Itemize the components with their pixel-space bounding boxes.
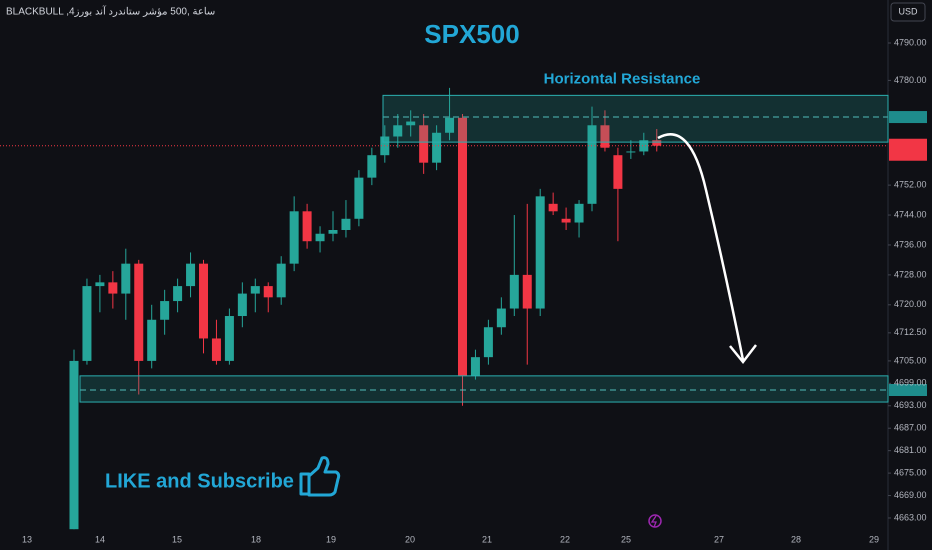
x-tick-label: 13 — [22, 534, 32, 544]
y-tick-label: 4675.00 — [894, 467, 927, 477]
currency-label[interactable]: USD — [898, 6, 918, 16]
y-tick-label: 4752.00 — [894, 179, 927, 189]
x-tick-label: 20 — [405, 534, 415, 544]
x-tick-label: 28 — [791, 534, 801, 544]
y-tick-label: 4681.00 — [894, 445, 927, 455]
level-tag — [889, 383, 927, 396]
x-tick-label: 19 — [326, 534, 336, 544]
y-tick-label: 4712.50 — [894, 327, 927, 337]
y-tick-label: 4790.00 — [894, 37, 927, 47]
y-tick-label: 4687.00 — [894, 423, 927, 433]
thumb-icon — [299, 456, 341, 497]
y-tick-label: 4720.00 — [894, 299, 927, 309]
last-price-tag — [889, 138, 927, 161]
y-tick-label: 4669.00 — [894, 490, 927, 500]
x-tick-label: 14 — [95, 534, 105, 544]
zone — [79, 375, 889, 403]
level-tag — [889, 111, 927, 124]
zone — [382, 94, 889, 143]
chart-title: SPX500 — [424, 19, 519, 49]
y-tick-label: 4736.00 — [894, 239, 927, 249]
x-tick-label: 22 — [560, 534, 570, 544]
event-icon-bolt — [650, 515, 657, 528]
x-tick-label: 18 — [251, 534, 261, 544]
y-tick-label: 4699.00 — [894, 378, 927, 388]
x-tick-label: 15 — [172, 534, 182, 544]
arrow-head — [729, 344, 757, 365]
y-tick-label: 4728.00 — [894, 269, 927, 279]
x-tick-label: 27 — [714, 534, 724, 544]
symbol-label: BLACKBULL ,4ساعة ,500 مؤشر ستاندرد آند ب… — [6, 5, 215, 18]
y-tick-label: 4705.00 — [894, 355, 927, 365]
y-tick-label: 4693.00 — [894, 400, 927, 410]
arrow — [657, 133, 745, 361]
event-icon[interactable] — [648, 514, 662, 528]
y-tick-label: 4744.00 — [894, 209, 927, 219]
x-tick-label: 21 — [482, 534, 492, 544]
annotation: LIKE and Subscribe — [105, 470, 294, 492]
x-tick-label: 25 — [621, 534, 631, 544]
currency-button[interactable] — [890, 2, 926, 22]
y-tick-label: 4780.00 — [894, 75, 927, 85]
zone-label: Horizontal Resistance — [544, 70, 701, 87]
y-tick-label: 4663.00 — [894, 512, 927, 522]
x-tick-label: 29 — [869, 534, 879, 544]
